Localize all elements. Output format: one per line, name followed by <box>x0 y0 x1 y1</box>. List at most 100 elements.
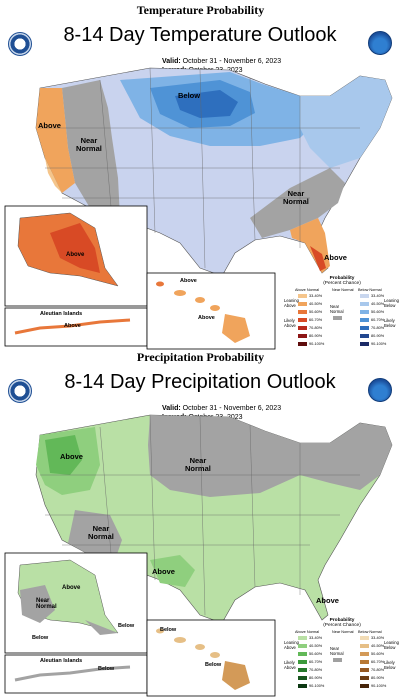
precipitation-outlook-panel: 8-14 Day Precipitation Outlook Valid: Oc… <box>0 365 401 700</box>
legend-col-above: Above Normal <box>295 288 320 292</box>
label-near-normal-north: Near Normal <box>185 456 211 473</box>
label-aleutian-islands: Aleutian Islands <box>40 658 83 664</box>
legend-above-range: 70-80% <box>309 668 323 672</box>
legend-below-swatch <box>360 684 369 688</box>
legend-above-swatch <box>298 310 307 314</box>
label-above-northwest: Above <box>60 452 83 461</box>
legend-below-swatch <box>360 652 369 656</box>
legend-below-range: 40-50% <box>371 644 385 648</box>
legend-below-swatch <box>360 294 369 298</box>
legend-above-range: 70-80% <box>309 326 323 330</box>
label-below-alaska: Below <box>32 635 49 641</box>
doc-seal-icon <box>8 32 32 56</box>
label-near-normal-southeast: Near Normal <box>283 189 309 206</box>
legend-above-range: 60-70% <box>309 318 323 322</box>
legend-above-range: 80-90% <box>309 676 323 680</box>
legend-below-swatch <box>360 644 369 648</box>
label-above-texas: Above <box>152 567 175 576</box>
label-below-aleutian: Below <box>98 666 115 672</box>
legend-above-swatch <box>298 318 307 322</box>
legend-above-swatch <box>298 302 307 306</box>
label-below-alaska-2: Below <box>118 623 135 629</box>
legend-below-swatch <box>360 676 369 680</box>
temperature-section-title: Temperature Probability <box>136 3 265 17</box>
label-near-normal-alaska: Near Normal <box>36 598 57 610</box>
temperature-outlook-panel: 8-14 Day Temperature Outlook Valid: Octo… <box>0 18 401 353</box>
legend-above-range: 80-90% <box>309 334 323 338</box>
label-above-hawaii-1: Above <box>180 278 197 284</box>
legend-above-range: 40-50% <box>309 644 323 648</box>
legend-title: Probability <box>329 276 355 281</box>
label-above-west: Above <box>38 121 61 130</box>
label-aleutian-islands: Aleutian Islands <box>40 311 83 317</box>
temperature-map-graphic <box>4 67 393 350</box>
legend-above-range: 33-40% <box>309 294 323 298</box>
legend-below-range: 40-50% <box>371 302 385 306</box>
legend-subtitle: (Percent Chance) <box>323 623 361 628</box>
legend-near-label: Near Normal <box>330 646 344 656</box>
legend-below-range: 90-100% <box>371 684 387 688</box>
legend-near-label: Near Normal <box>330 304 344 314</box>
legend-below-range: 70-80% <box>371 326 385 330</box>
noaa-logo-icon <box>368 378 392 402</box>
legend-above-swatch <box>298 334 307 338</box>
legend-col-near: Near Normal <box>332 630 354 634</box>
legend-likely-below: Likely Below <box>384 318 396 328</box>
legend-below-range: 80-90% <box>371 334 385 338</box>
label-above-alaska: Above <box>62 585 81 591</box>
legend-above-swatch <box>298 660 307 664</box>
legend-leaning-below: Leaning Below <box>384 298 399 308</box>
legend-col-below: Below Normal <box>358 630 382 634</box>
legend-below-range: 70-80% <box>371 668 385 672</box>
legend-col-near: Near Normal <box>332 288 354 292</box>
label-above-florida: Above <box>324 253 347 262</box>
legend-likely-above: Likely Above <box>284 318 296 328</box>
legend-leaning-above: Leaning Above <box>284 640 299 650</box>
legend-below-range: 90-100% <box>371 342 387 346</box>
legend-above-swatch <box>298 684 307 688</box>
legend-below-range: 60-70% <box>371 318 385 322</box>
legend-above-swatch <box>298 652 307 656</box>
legend-above-swatch <box>298 676 307 680</box>
legend-below-range: 33-40% <box>371 636 385 640</box>
label-above-aleutian: Above <box>64 323 81 329</box>
legend-below-swatch <box>360 334 369 338</box>
legend-above-range: 40-50% <box>309 302 323 306</box>
legend-subtitle: (Percent Chance) <box>323 281 361 286</box>
legend-above-range: 60-70% <box>309 660 323 664</box>
legend-below-swatch <box>360 326 369 330</box>
legend-below-range: 33-40% <box>371 294 385 298</box>
precipitation-map-graphic <box>4 414 393 697</box>
legend-above-swatch <box>298 326 307 330</box>
legend-above-swatch <box>298 668 307 672</box>
legend-col-below: Below Normal <box>358 288 382 292</box>
legend-below-range: 60-70% <box>371 660 385 664</box>
legend-below-range: 80-90% <box>371 676 385 680</box>
legend-below-range: 50-60% <box>371 310 385 314</box>
legend-above-range: 33-40% <box>309 636 323 640</box>
map-title: 8-14 Day Temperature Outlook <box>63 24 337 46</box>
legend-above-range: 50-60% <box>309 652 323 656</box>
valid-dates: Valid: October 31 - November 6, 2023 <box>162 58 282 65</box>
legend-below-swatch <box>360 636 369 640</box>
map-title: 8-14 Day Precipitation Outlook <box>64 371 336 393</box>
precipitation-section-title: Precipitation Probability <box>136 350 265 364</box>
legend-likely-above: Likely Above <box>284 660 296 670</box>
noaa-logo-icon <box>368 31 392 55</box>
label-near-normal-west: Near Normal <box>76 136 102 153</box>
legend-below-swatch <box>360 310 369 314</box>
legend-leaning-above: Leaning Above <box>284 298 299 308</box>
label-above-alaska: Above <box>66 252 85 258</box>
legend-above-swatch <box>298 636 307 640</box>
label-below-hawaii-2: Below <box>205 662 222 668</box>
legend-below-swatch <box>360 318 369 322</box>
legend-col-above: Above Normal <box>295 630 320 634</box>
legend-above-swatch <box>298 294 307 298</box>
legend-above-swatch <box>298 644 307 648</box>
legend-below-swatch <box>360 668 369 672</box>
label-above-florida: Above <box>316 596 339 605</box>
legend-below-swatch <box>360 302 369 306</box>
legend-above-range: 90-100% <box>309 684 325 688</box>
legend-title: Probability <box>329 618 355 623</box>
legend-near-swatch <box>333 316 342 320</box>
